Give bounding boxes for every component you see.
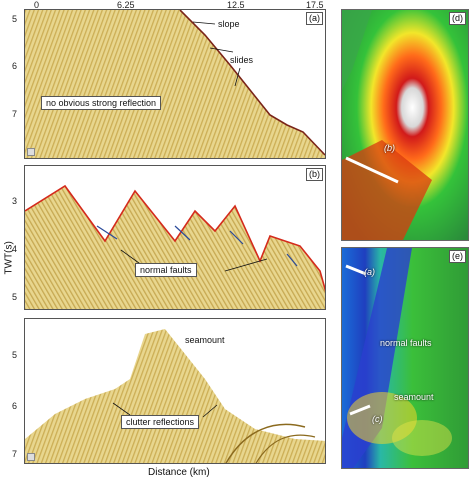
map-e-line-c-label: (c) [372,414,383,424]
map-d-line-label: (b) [384,143,395,153]
panel-tag-a: (a) [306,12,323,25]
seamount-fill [25,329,325,463]
fault-arrow-3 [229,230,244,245]
b-ytick-3: 3 [12,196,18,206]
fault-arrow-2 [174,225,191,241]
seismic-c-svg [25,329,325,463]
seafloor-fill-b [25,186,325,309]
a-ytick-5: 5 [12,14,18,24]
label-slides: slides [230,55,254,65]
x-tick-17.5: 17.5 [306,0,324,10]
clutter-curve-1 [225,423,306,463]
seismic-panel-a: (a) slope slides no obvious strong refle… [24,9,326,159]
map-e-svg [342,248,468,468]
b-ytick-4: 4 [12,244,18,254]
panel-tag-d: (d) [449,12,466,25]
map-e-line-a-label: (a) [364,267,375,277]
c-ytick-7: 7 [12,449,18,459]
seafloor-line-a [179,10,325,156]
arrow-clutter-2 [202,404,218,418]
map-d-profile-line [345,156,399,184]
x-tick-12.5: 12.5 [227,0,245,10]
seafloor-fill-a [25,10,325,158]
arrow-slides-2 [234,67,241,87]
arrows-a [192,21,241,87]
label-clutter-reflections: clutter reflections [121,415,200,429]
arrow-slope [192,21,216,25]
seismic-a-svg [25,10,325,158]
label-slope: slope [218,19,240,29]
map-e-profile-line-a [345,264,367,276]
c-ytick-5: 5 [12,350,18,360]
x-tick-6.25: 6.25 [117,0,135,10]
scale-icon-a [27,148,35,156]
panel-tag-b: (b) [306,168,323,181]
x-tick-0: 0 [34,0,40,10]
map-d-svg [342,10,468,240]
map-e-faults-label: normal faults [380,338,432,348]
arrow-faults-2 [224,258,268,272]
b-ytick-5: 5 [12,292,18,302]
scale-icon-c [27,453,35,461]
fault-arrow-4 [286,253,298,267]
bathymetry-map-d: (d) (b) [341,9,469,241]
clutter-curve-2 [255,434,316,463]
a-ytick-6: 6 [12,61,18,71]
map-e-profile-line-c [349,404,371,416]
fault-arrow-1 [96,225,118,240]
seismic-b-svg [25,184,325,309]
label-seamount: seamount [185,335,225,345]
a-ytick-7: 7 [12,109,18,119]
seismic-panel-b: (b) normal faults [24,165,326,310]
fault-lines-b [25,184,325,292]
panel-tag-e: (e) [449,250,466,263]
label-no-reflection: no obvious strong reflection [41,96,162,110]
x-axis-title: Distance (km) [148,467,210,478]
arrow-slides-1 [209,47,234,53]
c-ytick-6: 6 [12,401,18,411]
map-e-seamount-label: seamount [394,392,434,402]
seismic-panel-c: seamount clutter reflections [24,318,326,464]
bathymetry-map-e: (e) (a) normal faults seamount (c) [341,247,469,469]
label-normal-faults: normal faults [135,263,197,277]
arrow-clutter-1 [112,402,131,416]
